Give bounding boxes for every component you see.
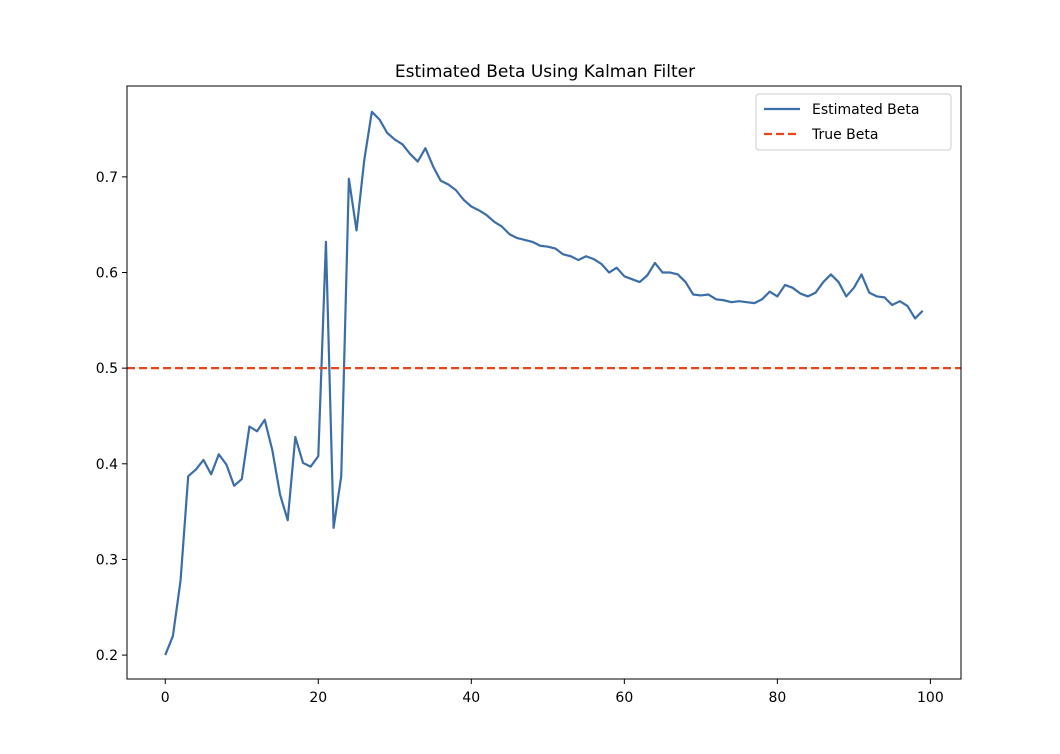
x-tick-label: 20 <box>309 690 327 706</box>
y-tick-label: 0.4 <box>96 457 118 473</box>
y-tick-label: 0.5 <box>96 361 118 377</box>
series-line-estimated-beta <box>164 110 924 656</box>
y-tick-label: 0.2 <box>96 648 118 664</box>
x-tick-label: 0 <box>161 690 170 706</box>
y-tick-label: 0.7 <box>96 170 118 186</box>
chart-title: Estimated Beta Using Kalman Filter <box>395 62 695 82</box>
legend-label-estimated-beta: Estimated Beta <box>812 102 919 118</box>
y-tick-label: 0.3 <box>96 552 118 568</box>
legend-label-true-beta: True Beta <box>811 127 878 143</box>
plot-area <box>127 110 961 656</box>
axes: 0 20 40 60 80 100 0.2 0.3 0.4 0.5 0.6 0.7 <box>96 85 962 706</box>
x-tick-label: 80 <box>768 690 786 706</box>
x-tick-label: 100 <box>917 690 944 706</box>
legend-box <box>755 93 952 151</box>
y-tick-label: 0.6 <box>96 266 118 282</box>
x-tick-label: 40 <box>462 690 480 706</box>
plot-frame <box>126 85 962 680</box>
legend: Estimated Beta True Beta <box>755 93 952 151</box>
x-tick-label: 60 <box>615 690 633 706</box>
